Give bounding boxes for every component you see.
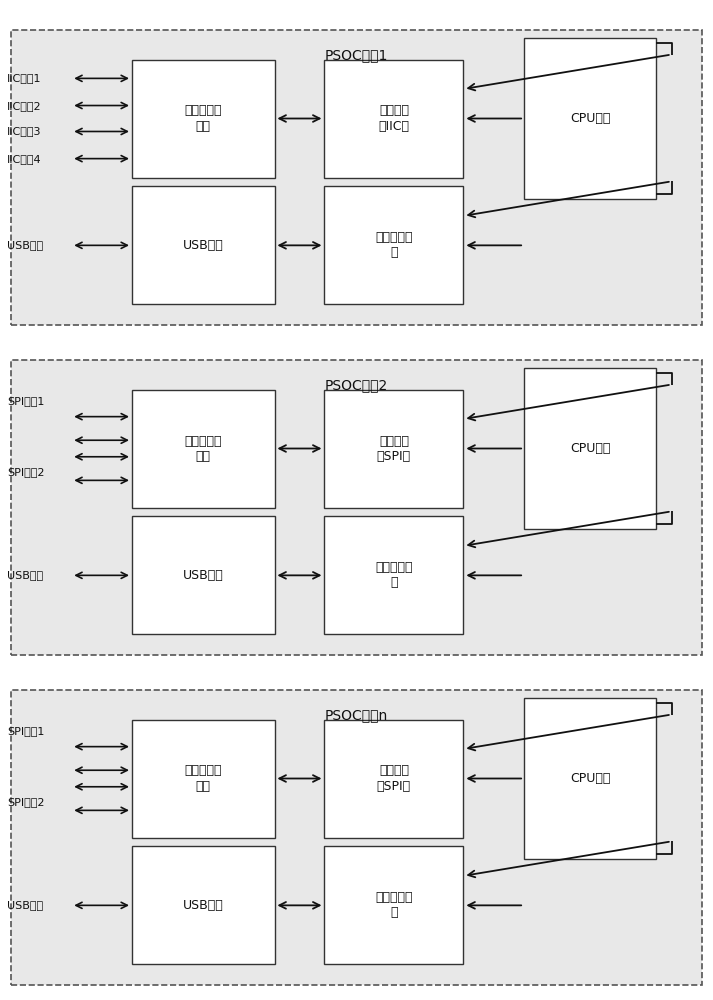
Bar xyxy=(324,516,463,634)
Text: USB接口: USB接口 xyxy=(7,570,43,580)
Text: PSOC模块n: PSOC模块n xyxy=(325,708,388,722)
Text: 接口模块
（IIC）: 接口模块 （IIC） xyxy=(379,104,409,132)
Text: CPU系统: CPU系统 xyxy=(570,442,610,455)
Text: 多通道选择
模块: 多通道选择 模块 xyxy=(185,764,222,792)
Bar xyxy=(11,690,702,985)
Bar xyxy=(324,846,463,964)
Text: 数据存储系
统: 数据存储系 统 xyxy=(375,231,413,259)
Bar xyxy=(132,720,275,838)
Bar xyxy=(11,30,702,325)
Text: PSOC模块2: PSOC模块2 xyxy=(325,378,388,392)
Text: 接口模块
（SPI）: 接口模块 （SPI） xyxy=(377,764,411,792)
Bar xyxy=(324,186,463,304)
Bar xyxy=(524,38,656,199)
Text: SPI接口1: SPI接口1 xyxy=(7,396,44,406)
Text: IIC接口4: IIC接口4 xyxy=(7,154,42,164)
Text: 数据存储系
统: 数据存储系 统 xyxy=(375,891,413,919)
Text: USB模块: USB模块 xyxy=(183,239,224,252)
Text: SPI接口1: SPI接口1 xyxy=(7,726,44,736)
Text: CPU系统: CPU系统 xyxy=(570,772,610,785)
Bar xyxy=(132,846,275,964)
Text: 接口模块
（SPI）: 接口模块 （SPI） xyxy=(377,435,411,463)
Text: USB模块: USB模块 xyxy=(183,569,224,582)
Text: 多通道选择
模块: 多通道选择 模块 xyxy=(185,435,222,463)
Bar xyxy=(324,60,463,178)
Bar xyxy=(524,368,656,529)
Text: PSOC模块1: PSOC模块1 xyxy=(325,48,388,62)
Bar xyxy=(524,698,656,859)
Bar xyxy=(324,720,463,838)
Text: USB模块: USB模块 xyxy=(183,899,224,912)
Text: 多通道选择
模块: 多通道选择 模块 xyxy=(185,104,222,132)
Text: IIC接口1: IIC接口1 xyxy=(7,73,41,83)
Bar xyxy=(132,186,275,304)
Bar xyxy=(324,389,463,508)
Text: USB接口: USB接口 xyxy=(7,240,43,250)
Text: SPI接口2: SPI接口2 xyxy=(7,467,45,477)
Bar xyxy=(132,60,275,178)
Bar xyxy=(11,360,702,655)
Text: 数据存储系
统: 数据存储系 统 xyxy=(375,561,413,589)
Bar xyxy=(132,389,275,508)
Text: CPU系统: CPU系统 xyxy=(570,112,610,125)
Text: USB接口: USB接口 xyxy=(7,900,43,910)
Bar xyxy=(132,516,275,634)
Text: SPI接口2: SPI接口2 xyxy=(7,797,45,807)
Text: IIC接口2: IIC接口2 xyxy=(7,101,42,111)
Text: IIC接口3: IIC接口3 xyxy=(7,126,41,136)
